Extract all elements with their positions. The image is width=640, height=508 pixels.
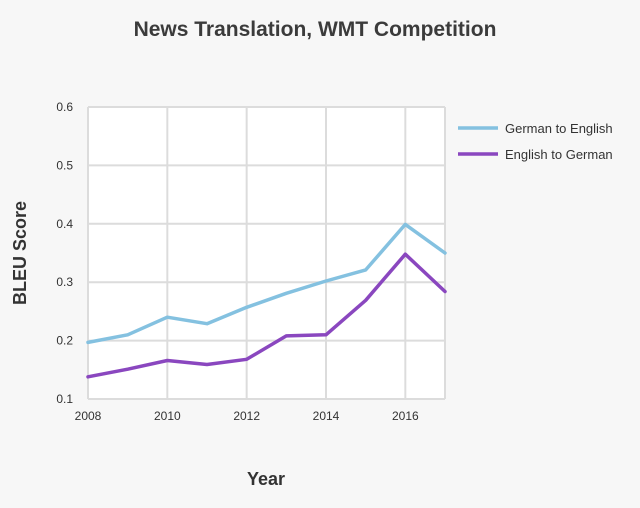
y-tick-label: 0.5 xyxy=(56,158,73,172)
grid-lines xyxy=(87,106,446,400)
y-tick-label: 0.1 xyxy=(56,392,73,406)
chart-title: News Translation, WMT Competition xyxy=(133,18,497,41)
x-tick-label: 2008 xyxy=(75,409,102,423)
y-tick-label: 0.6 xyxy=(56,100,73,114)
y-tick-label: 0.4 xyxy=(56,217,73,231)
x-tick-label: 2014 xyxy=(313,409,340,423)
series-lines xyxy=(86,222,447,379)
y-axis-label: BLEU Score xyxy=(10,201,30,305)
x-axis-ticks: 2008 2010 2012 2014 2016 xyxy=(75,409,419,423)
x-axis-label: Year xyxy=(247,469,285,489)
y-tick-label: 0.3 xyxy=(56,275,73,289)
x-tick-label: 2012 xyxy=(233,409,260,423)
plot-area xyxy=(88,107,445,399)
x-tick-label: 2016 xyxy=(392,409,419,423)
series-line-1 xyxy=(86,252,447,379)
legend: German to English English to German xyxy=(458,121,613,162)
y-axis-ticks: 0.1 0.2 0.3 0.4 0.5 0.6 xyxy=(56,100,73,406)
x-tick-label: 2010 xyxy=(154,409,181,423)
series-line-0 xyxy=(86,222,447,345)
legend-label-1: English to German xyxy=(505,147,613,162)
y-tick-label: 0.2 xyxy=(56,334,73,348)
legend-label-0: German to English xyxy=(505,121,613,136)
